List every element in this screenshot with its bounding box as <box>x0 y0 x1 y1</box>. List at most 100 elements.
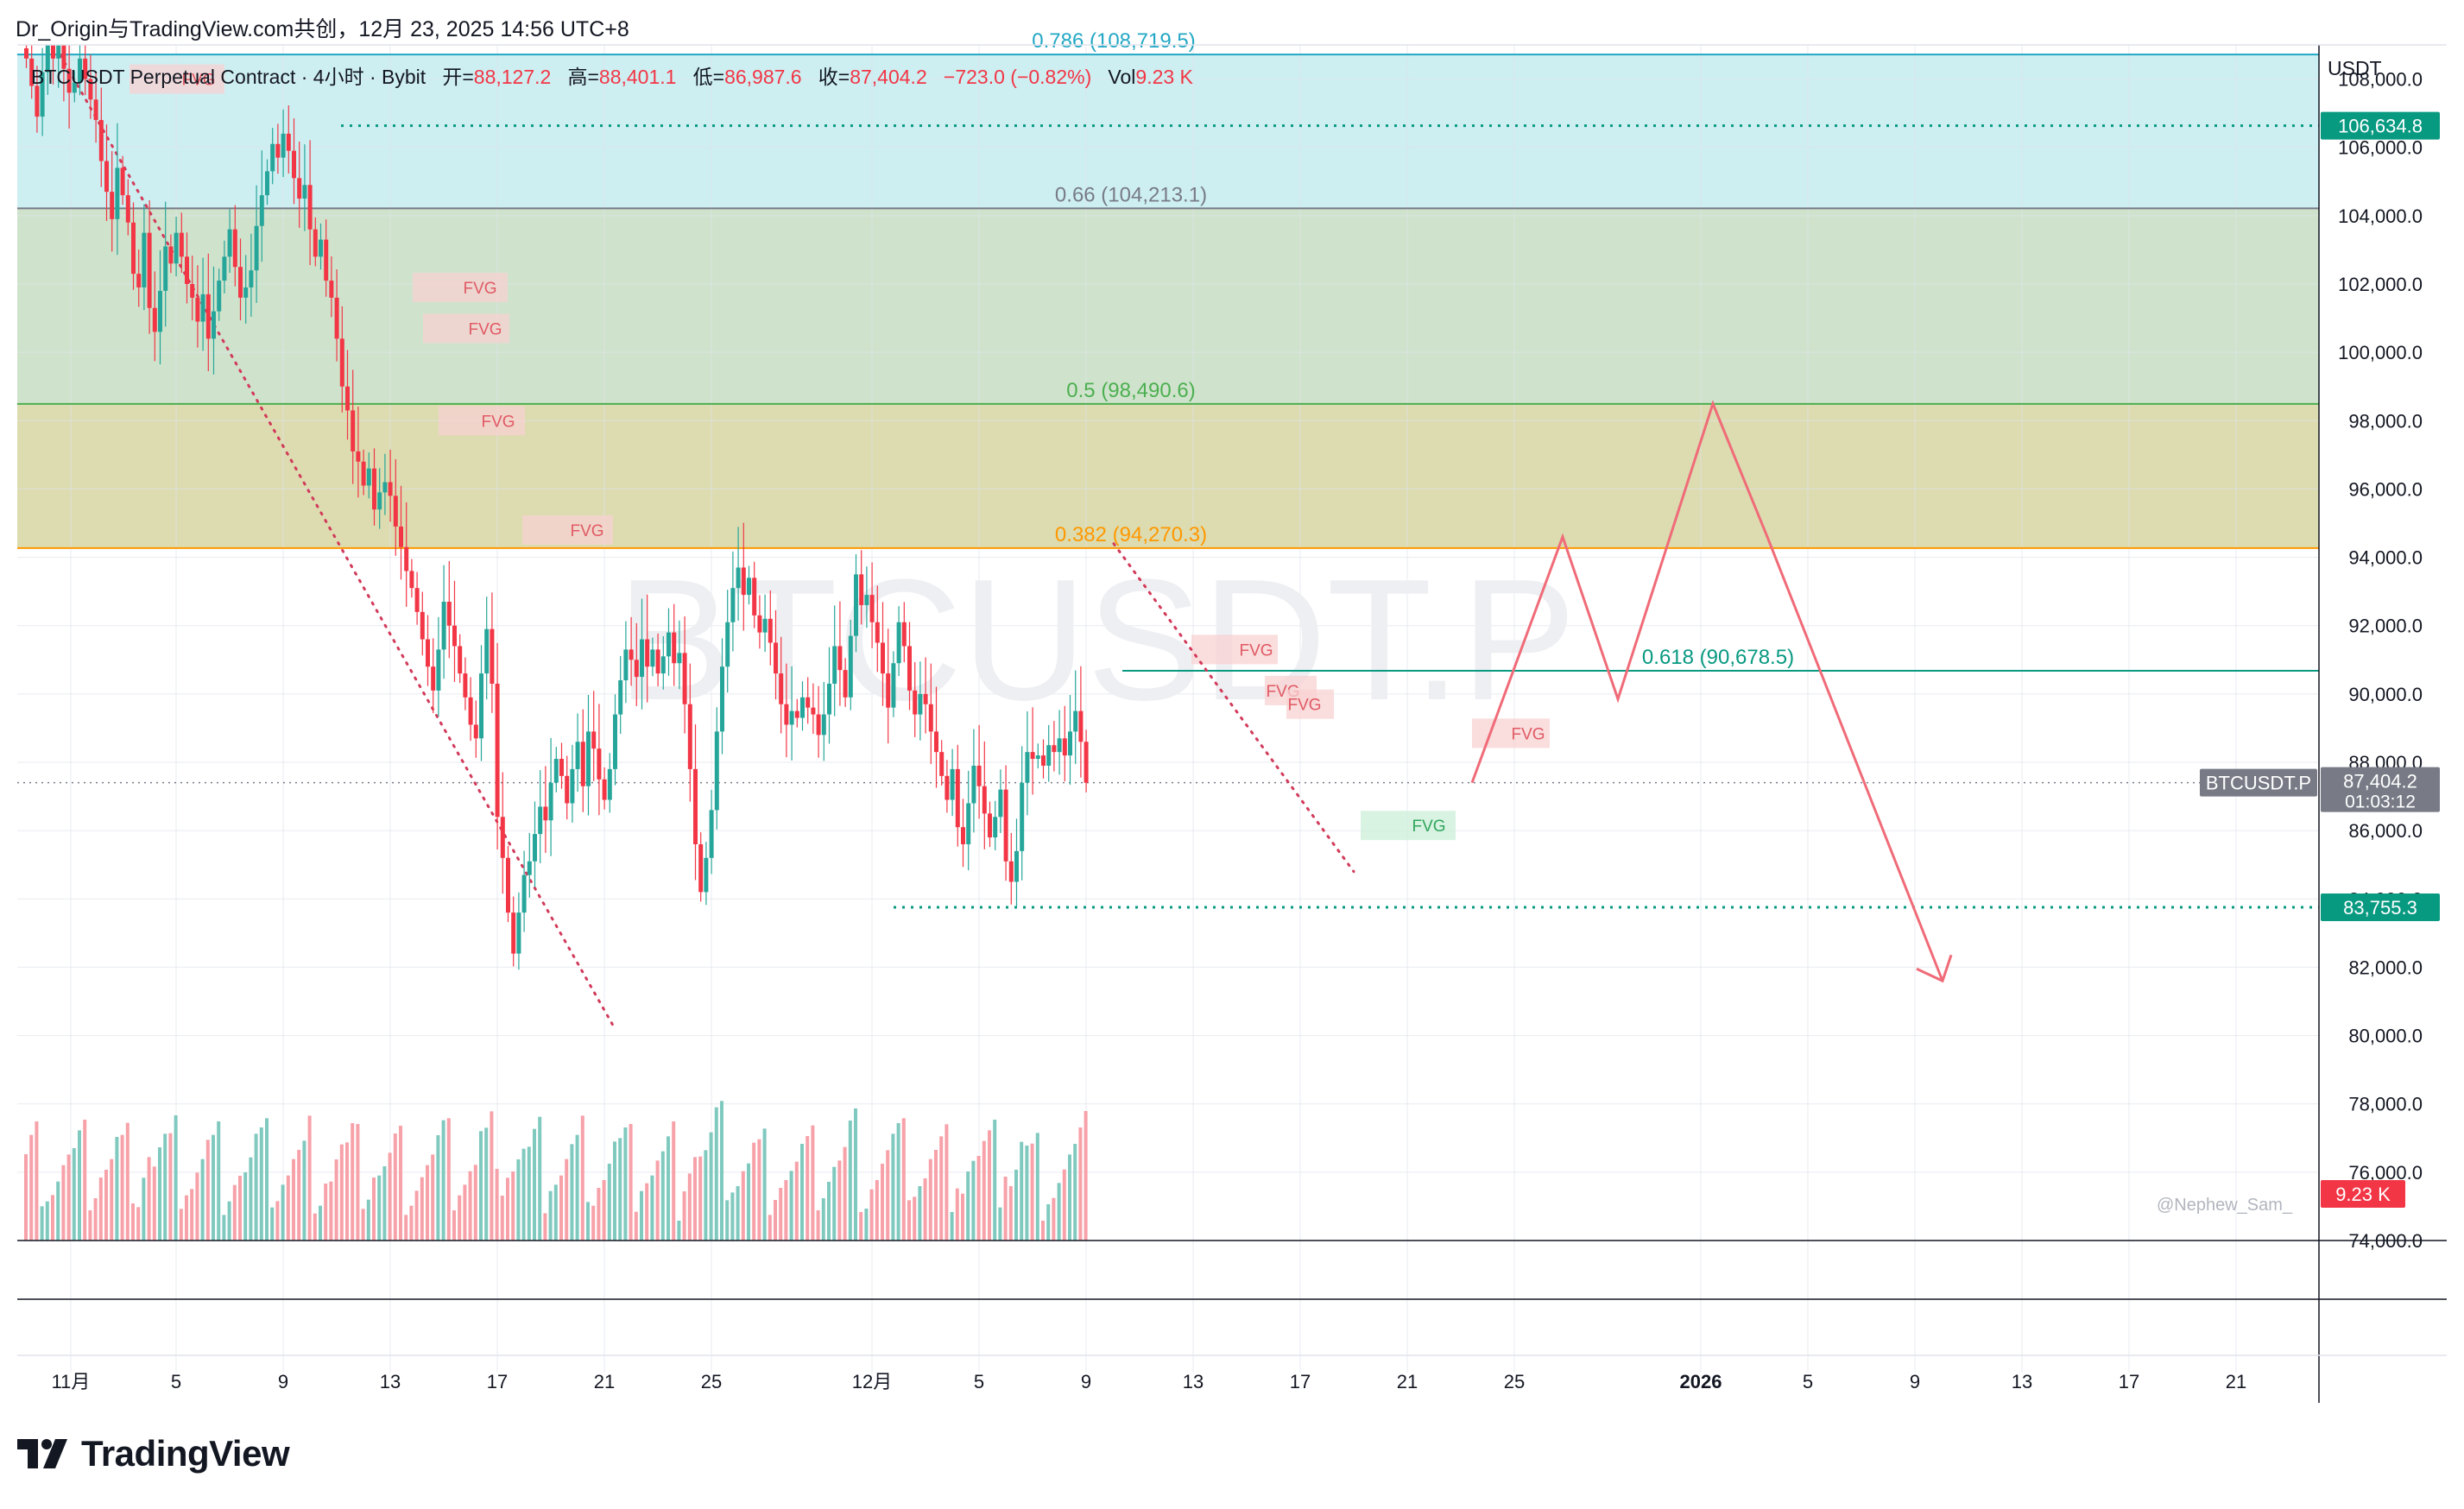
candle-body[interactable] <box>83 58 88 79</box>
candle-body[interactable] <box>490 628 495 684</box>
candle-body[interactable] <box>361 461 366 486</box>
candle-body[interactable] <box>286 133 291 151</box>
candle-body[interactable] <box>704 857 709 893</box>
candle-body[interactable] <box>339 338 344 387</box>
candle-body[interactable] <box>714 731 719 811</box>
candle-body[interactable] <box>484 628 490 674</box>
candle-body[interactable] <box>854 574 858 636</box>
candle-body[interactable] <box>249 270 254 287</box>
candle-body[interactable] <box>292 150 296 179</box>
candle-body[interactable] <box>152 307 157 332</box>
candle-body[interactable] <box>120 167 125 196</box>
candle-body[interactable] <box>212 311 216 339</box>
candle-body[interactable] <box>24 47 28 59</box>
candle-body[interactable] <box>35 85 40 117</box>
candle-body[interactable] <box>827 683 831 715</box>
candle-body[interactable] <box>61 41 66 69</box>
candle-body[interactable] <box>259 195 264 226</box>
candle-body[interactable] <box>66 68 72 93</box>
candle-body[interactable] <box>859 574 864 605</box>
candle-body[interactable] <box>623 649 629 681</box>
candle-body[interactable] <box>51 45 55 59</box>
candle-body[interactable] <box>238 267 243 298</box>
candle-body[interactable] <box>377 492 382 510</box>
candle-body[interactable] <box>29 58 35 86</box>
candle-body[interactable] <box>660 656 666 674</box>
candle-body[interactable] <box>747 578 751 596</box>
candle-body[interactable] <box>634 660 639 678</box>
candle-body[interactable] <box>613 714 617 769</box>
candle-body[interactable] <box>794 710 799 718</box>
candle-body[interactable] <box>56 41 61 59</box>
candle-body[interactable] <box>414 588 420 612</box>
candle-body[interactable] <box>174 232 179 264</box>
candle-body[interactable] <box>98 120 104 161</box>
candle-body[interactable] <box>195 297 200 322</box>
candle-body[interactable] <box>1046 745 1052 766</box>
candle-body[interactable] <box>618 680 623 715</box>
candle-body[interactable] <box>720 666 724 732</box>
candle-body[interactable] <box>521 874 527 913</box>
candle-body[interactable] <box>511 912 516 954</box>
candle-body[interactable] <box>302 185 307 199</box>
candle-body[interactable] <box>334 297 339 339</box>
candle-body[interactable] <box>575 742 580 769</box>
candle-body[interactable] <box>586 731 591 786</box>
candle-body[interactable] <box>227 229 232 257</box>
candle-body[interactable] <box>939 752 945 776</box>
candle-body[interactable] <box>976 765 982 786</box>
candle-body[interactable] <box>913 690 918 715</box>
candle-body[interactable] <box>500 817 505 858</box>
candle-body[interactable] <box>832 646 837 684</box>
candle-body[interactable] <box>147 232 152 308</box>
candle-body[interactable] <box>570 768 575 804</box>
candle-body[interactable] <box>736 567 741 589</box>
candle-body[interactable] <box>115 167 120 219</box>
candle-body[interactable] <box>136 274 142 287</box>
candle-body[interactable] <box>110 192 115 219</box>
candle-body[interactable] <box>78 58 82 83</box>
candle-body[interactable] <box>163 246 168 291</box>
candle-body[interactable] <box>351 410 356 451</box>
candle-body[interactable] <box>185 256 189 284</box>
candle-body[interactable] <box>88 79 93 100</box>
candle-body[interactable] <box>1062 738 1067 756</box>
candle-body[interactable] <box>366 468 371 486</box>
candle-body[interactable] <box>1020 782 1025 851</box>
candle-body[interactable] <box>270 143 275 172</box>
candle-body[interactable] <box>928 704 933 732</box>
candle-body[interactable] <box>446 602 452 626</box>
candle-body[interactable] <box>886 673 891 708</box>
candle-body[interactable] <box>687 704 692 769</box>
candle-body[interactable] <box>640 639 644 678</box>
candle-body[interactable] <box>131 222 136 275</box>
candle-body[interactable] <box>142 232 147 287</box>
candle-body[interactable] <box>966 803 971 844</box>
candle-body[interactable] <box>821 714 826 736</box>
candle-body[interactable] <box>506 857 510 913</box>
candles[interactable] <box>24 1 1089 970</box>
candle-body[interactable] <box>591 731 597 749</box>
candle-body[interactable] <box>426 639 430 667</box>
candle-body[interactable] <box>1052 745 1057 753</box>
candle-body[interactable] <box>104 161 109 193</box>
candle-body[interactable] <box>297 178 302 199</box>
candle-body[interactable] <box>955 768 960 828</box>
candle-body[interactable] <box>779 673 784 704</box>
candle-body[interactable] <box>543 806 548 821</box>
candle-body[interactable] <box>901 622 907 647</box>
candle-body[interactable] <box>1030 752 1035 760</box>
candle-body[interactable] <box>409 571 414 589</box>
candle-body[interactable] <box>565 775 570 804</box>
candle-body[interactable] <box>388 482 393 496</box>
candle-body[interactable] <box>382 482 388 493</box>
candle-body[interactable] <box>602 779 607 800</box>
candle-body[interactable] <box>190 284 195 298</box>
candle-body[interactable] <box>800 697 805 718</box>
candle-body[interactable] <box>837 646 843 671</box>
candle-body[interactable] <box>265 171 269 196</box>
candle-body[interactable] <box>693 768 698 844</box>
candle-body[interactable] <box>971 765 976 804</box>
candle-body[interactable] <box>179 232 184 257</box>
